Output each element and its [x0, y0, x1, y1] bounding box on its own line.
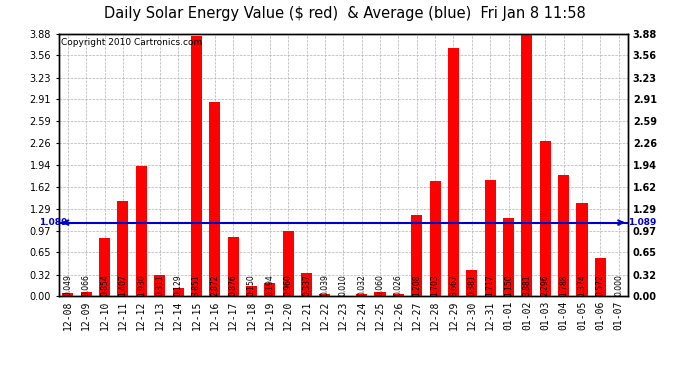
- Bar: [576, 203, 587, 296]
- Text: 1.717: 1.717: [486, 274, 495, 296]
- Bar: [191, 36, 202, 296]
- Bar: [246, 286, 257, 296]
- Bar: [172, 288, 184, 296]
- Text: 1.703: 1.703: [431, 274, 440, 296]
- Bar: [411, 214, 422, 296]
- Text: 1.407: 1.407: [119, 274, 128, 296]
- Bar: [375, 292, 386, 296]
- Bar: [283, 231, 294, 296]
- Text: 0.311: 0.311: [155, 274, 164, 296]
- Text: 3.851: 3.851: [192, 274, 201, 296]
- Text: 1.930: 1.930: [137, 274, 146, 296]
- Text: 0.049: 0.049: [63, 274, 72, 296]
- Bar: [356, 294, 367, 296]
- Text: 0.194: 0.194: [266, 274, 275, 296]
- Text: 2.296: 2.296: [541, 274, 550, 296]
- Bar: [595, 258, 606, 296]
- Text: 3.881: 3.881: [522, 274, 531, 296]
- Bar: [484, 180, 495, 296]
- Bar: [522, 34, 533, 296]
- Text: 2.872: 2.872: [210, 274, 219, 296]
- Bar: [466, 270, 477, 296]
- Text: 0.039: 0.039: [320, 274, 329, 296]
- Text: 0.337: 0.337: [302, 274, 311, 296]
- Text: 1.374: 1.374: [578, 274, 586, 296]
- Text: Daily Solar Energy Value ($ red)  & Average (blue)  Fri Jan 8 11:58: Daily Solar Energy Value ($ red) & Avera…: [104, 6, 586, 21]
- Text: 0.010: 0.010: [339, 274, 348, 296]
- Text: 0.066: 0.066: [81, 274, 90, 296]
- Text: 1.788: 1.788: [559, 274, 568, 296]
- Bar: [430, 181, 441, 296]
- Text: 0.854: 0.854: [100, 274, 109, 296]
- Bar: [228, 237, 239, 296]
- Bar: [503, 219, 514, 296]
- Bar: [264, 283, 275, 296]
- Bar: [448, 48, 459, 296]
- Text: 0.060: 0.060: [375, 274, 384, 296]
- Bar: [540, 141, 551, 296]
- Text: 1.208: 1.208: [412, 274, 421, 296]
- Bar: [319, 294, 331, 296]
- Text: 0.876: 0.876: [228, 274, 237, 296]
- Text: 0.129: 0.129: [173, 274, 183, 296]
- Bar: [558, 175, 569, 296]
- Text: 1.150: 1.150: [504, 274, 513, 296]
- Bar: [81, 292, 92, 296]
- Text: 0.150: 0.150: [247, 274, 256, 296]
- Text: 0.000: 0.000: [614, 274, 623, 296]
- Text: 0.572: 0.572: [596, 274, 605, 296]
- Bar: [62, 293, 73, 296]
- Text: 3.667: 3.667: [449, 274, 458, 296]
- Text: 0.032: 0.032: [357, 274, 366, 296]
- Text: 0.960: 0.960: [284, 274, 293, 296]
- Bar: [393, 294, 404, 296]
- Bar: [99, 238, 110, 296]
- Bar: [136, 166, 147, 296]
- Text: Copyright 2010 Cartronics.com: Copyright 2010 Cartronics.com: [61, 38, 203, 47]
- Bar: [209, 102, 220, 296]
- Text: 1.089: 1.089: [39, 218, 68, 227]
- Text: 0.381: 0.381: [467, 274, 476, 296]
- Text: 1.089: 1.089: [628, 218, 656, 227]
- Text: 0.026: 0.026: [394, 274, 403, 296]
- Bar: [301, 273, 312, 296]
- Bar: [154, 275, 165, 296]
- Bar: [117, 201, 128, 296]
